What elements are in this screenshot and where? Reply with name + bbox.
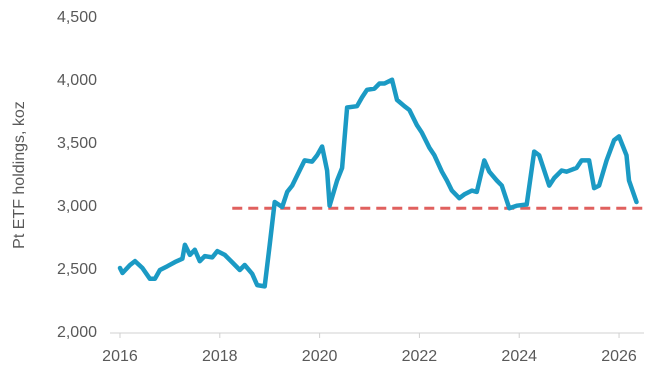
data-line [117,77,639,289]
x-tick-label: 2016 [102,348,138,365]
x-tick-label: 2024 [501,348,537,365]
y-tick-label: 3,000 [57,198,97,215]
y-tick-label: 2,000 [57,324,97,341]
y-tick-label: 2,500 [57,261,97,278]
x-tick-label: 2026 [601,348,637,365]
y-tick-label: 4,000 [57,72,97,89]
y-tick-label: 4,500 [57,9,97,26]
y-tick-label: 3,500 [57,135,97,152]
x-tick-label: 2022 [402,348,438,365]
x-tick-label: 2020 [302,348,338,365]
y-axis-label: Pt ETF holdings, koz [11,101,28,249]
x-tick-label: 2018 [202,348,238,365]
